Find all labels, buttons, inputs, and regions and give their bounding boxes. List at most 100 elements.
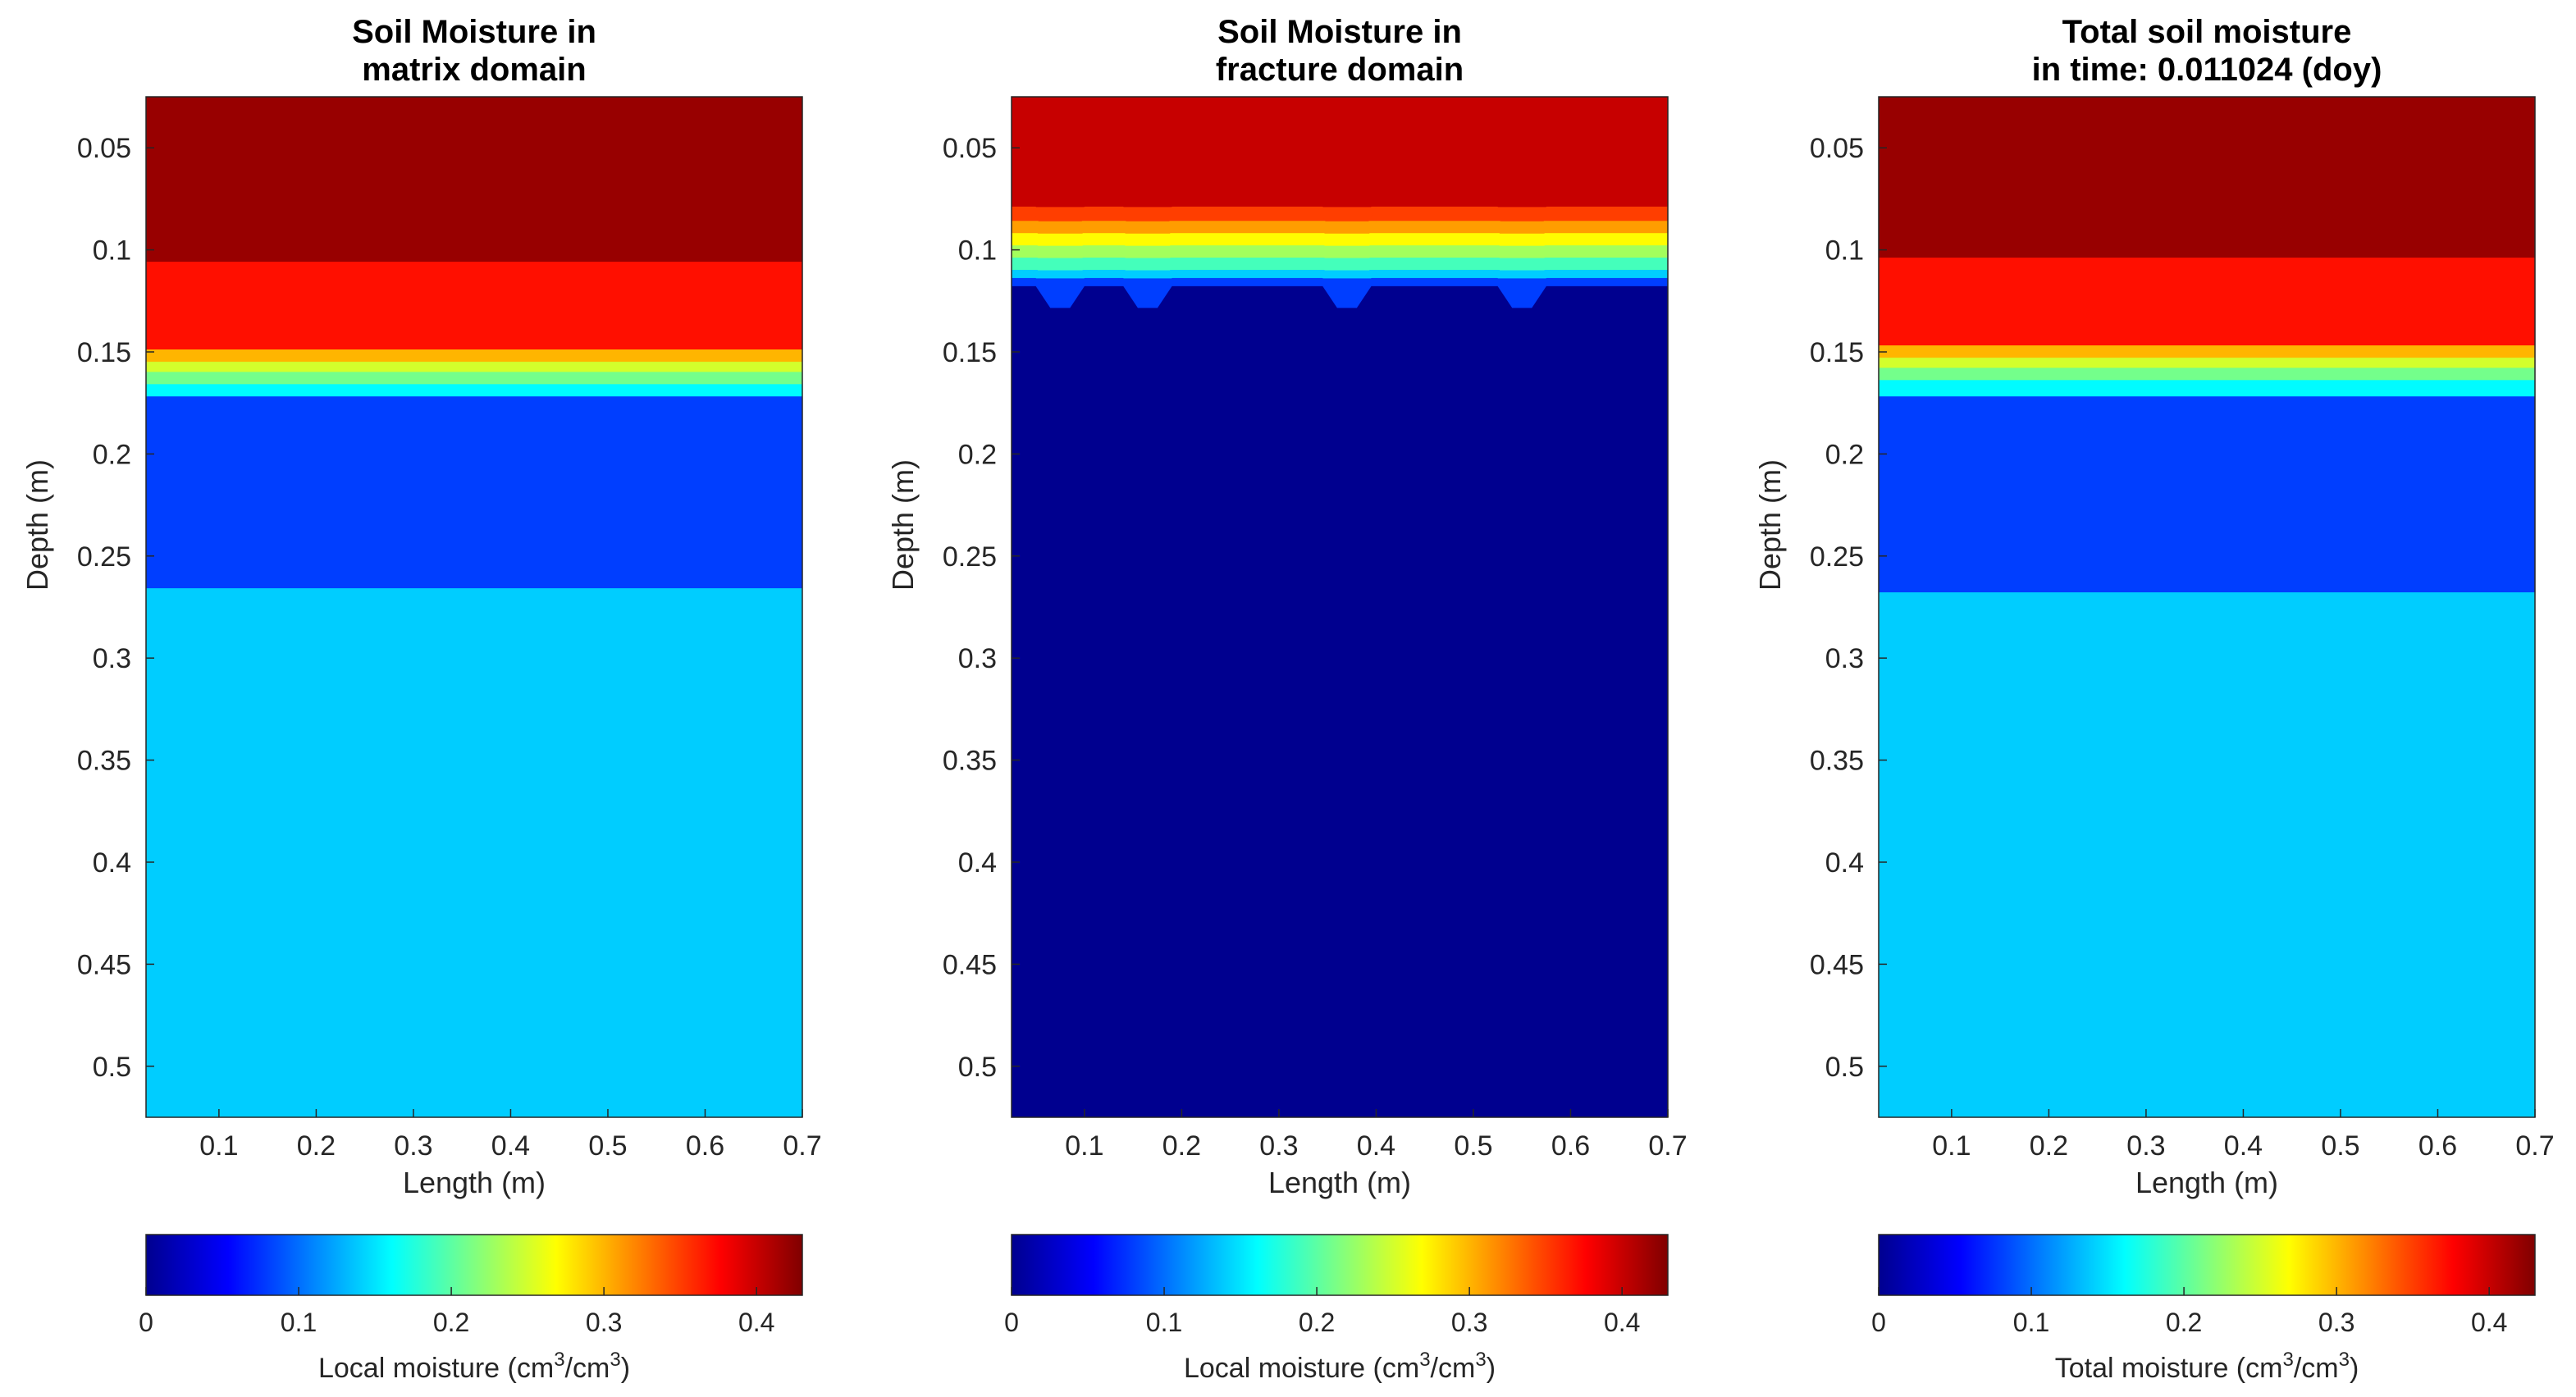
y-tick-label: 0.35 xyxy=(943,746,997,777)
y-tick-label: 0.3 xyxy=(1825,643,1864,674)
y-tick-label: 0.3 xyxy=(93,643,131,674)
colorbar-tick-label: 0.2 xyxy=(2166,1308,2202,1337)
y-tick-label: 0.2 xyxy=(93,439,131,470)
chart-title-line: Soil Moisture in xyxy=(1217,14,1462,50)
chart-title-line: Total soil moisture xyxy=(2062,14,2352,50)
colorbar-tick-label: 0.4 xyxy=(738,1308,774,1337)
moisture-layer xyxy=(1012,96,1668,208)
fracture-notch xyxy=(1492,278,1552,308)
x-axis-label: Length (m) xyxy=(2135,1166,2278,1199)
x-tick-label: 0.2 xyxy=(1162,1130,1201,1162)
moisture-layer xyxy=(146,361,802,373)
y-tick-label: 0.45 xyxy=(1810,949,1864,980)
fracture-notch xyxy=(1317,278,1377,308)
y-tick-label: 0.1 xyxy=(1825,235,1864,267)
y-tick-label: 0.05 xyxy=(1810,133,1864,164)
moisture-layer xyxy=(1879,396,2535,594)
colorbar xyxy=(1878,1234,2536,1296)
chart-title-line: matrix domain xyxy=(362,52,586,88)
moisture-layer xyxy=(146,349,802,363)
colorbar-label-part: /cm xyxy=(565,1353,610,1384)
y-tick-label: 0.25 xyxy=(77,541,131,573)
moisture-layer xyxy=(1879,96,2535,259)
colorbar-label-superscript: 3 xyxy=(610,1349,620,1371)
colorbar-tick-label: 0.4 xyxy=(1604,1308,1640,1337)
y-tick-label: 0.1 xyxy=(93,235,131,267)
colorbar-tick-label: 0 xyxy=(1004,1308,1019,1337)
heatmap-area xyxy=(1879,96,2535,1118)
plot-frame xyxy=(1878,96,2536,1118)
colorbar-tick-label: 0.2 xyxy=(1299,1308,1335,1337)
fracture-notch xyxy=(1030,278,1090,308)
x-tick-label: 0.2 xyxy=(2030,1130,2068,1162)
x-tick-label: 0.1 xyxy=(1932,1130,1971,1162)
colorbar-tick-label: 0 xyxy=(139,1308,153,1337)
x-tick-label: 0.4 xyxy=(491,1130,530,1162)
x-tick-label: 0.1 xyxy=(199,1130,238,1162)
y-tick-label: 0.45 xyxy=(77,949,131,980)
colorbar-tick-label: 0.4 xyxy=(2471,1308,2507,1337)
y-tick-label: 0.5 xyxy=(958,1052,997,1083)
y-tick-label: 0.15 xyxy=(1810,337,1864,368)
y-tick-label: 0.4 xyxy=(93,847,131,879)
moisture-layer xyxy=(1012,285,1668,1118)
colorbar-label: Local moisture (cm3/cm3) xyxy=(1184,1349,1496,1384)
y-tick-label: 0.2 xyxy=(1825,439,1864,470)
x-tick-label: 0.6 xyxy=(1551,1130,1590,1162)
colorbar-label-superscript: 3 xyxy=(2282,1349,2293,1371)
x-tick-label: 0.1 xyxy=(1065,1130,1103,1162)
x-tick-label: 0.4 xyxy=(2224,1130,2263,1162)
colorbar-tick-label: 0.3 xyxy=(1451,1308,1487,1337)
x-tick-label: 0.7 xyxy=(2515,1130,2554,1162)
plot-frame xyxy=(145,96,803,1118)
colorbar-label-superscript: 3 xyxy=(554,1349,564,1371)
x-tick-label: 0.3 xyxy=(2126,1130,2165,1162)
colorbar-label-part: ) xyxy=(1487,1353,1496,1384)
x-axis-label: Length (m) xyxy=(403,1166,546,1199)
y-tick-label: 0.2 xyxy=(958,439,997,470)
y-tick-label: 0.4 xyxy=(1825,847,1864,879)
colorbar-tick-label: 0.3 xyxy=(2318,1308,2354,1337)
moisture-layer xyxy=(146,396,802,590)
y-tick-label: 0.15 xyxy=(77,337,131,368)
moisture-layer xyxy=(1879,368,2535,381)
y-tick-label: 0.5 xyxy=(93,1052,131,1083)
fracture-notch xyxy=(1117,278,1177,308)
y-tick-label: 0.4 xyxy=(958,847,997,879)
x-tick-label: 0.2 xyxy=(297,1130,336,1162)
colorbar-label: Total moisture (cm3/cm3) xyxy=(2055,1349,2359,1384)
colorbar-label-part: /cm xyxy=(2294,1353,2339,1384)
colorbar-tick-label: 0.1 xyxy=(281,1308,317,1337)
chart-title-line: fracture domain xyxy=(1216,52,1464,88)
x-tick-label: 0.6 xyxy=(686,1130,724,1162)
colorbar-label-part: ) xyxy=(621,1353,630,1384)
plot-frame xyxy=(1011,96,1669,1118)
moisture-layer xyxy=(146,262,802,351)
moisture-layer xyxy=(146,96,802,263)
moisture-layer xyxy=(146,372,802,386)
y-tick-label: 0.05 xyxy=(943,133,997,164)
y-tick-label: 0.45 xyxy=(943,949,997,980)
chart-title-line: Soil Moisture in xyxy=(352,14,596,50)
x-tick-label: 0.7 xyxy=(783,1130,821,1162)
moisture-layer xyxy=(1879,592,2535,1118)
colorbar-label-superscript: 3 xyxy=(1475,1349,1486,1371)
x-tick-label: 0.5 xyxy=(1454,1130,1492,1162)
colorbar-tick-label: 0.1 xyxy=(1146,1308,1182,1337)
x-tick-label: 0.3 xyxy=(1259,1130,1298,1162)
moisture-layer xyxy=(1879,345,2535,358)
colorbar xyxy=(1011,1234,1669,1296)
x-axis-label: Length (m) xyxy=(1268,1166,1411,1199)
x-tick-label: 0.5 xyxy=(2321,1130,2359,1162)
colorbar-label-superscript: 3 xyxy=(2339,1349,2350,1371)
colorbar-tick-label: 0.1 xyxy=(2013,1308,2049,1337)
colorbar-label-part: Total moisture (cm xyxy=(2055,1353,2283,1384)
y-axis-label: Depth (m) xyxy=(1753,459,1787,591)
x-tick-label: 0.5 xyxy=(588,1130,627,1162)
y-tick-label: 0.1 xyxy=(958,235,997,267)
y-tick-label: 0.15 xyxy=(943,337,997,368)
moisture-layer xyxy=(1879,380,2535,398)
